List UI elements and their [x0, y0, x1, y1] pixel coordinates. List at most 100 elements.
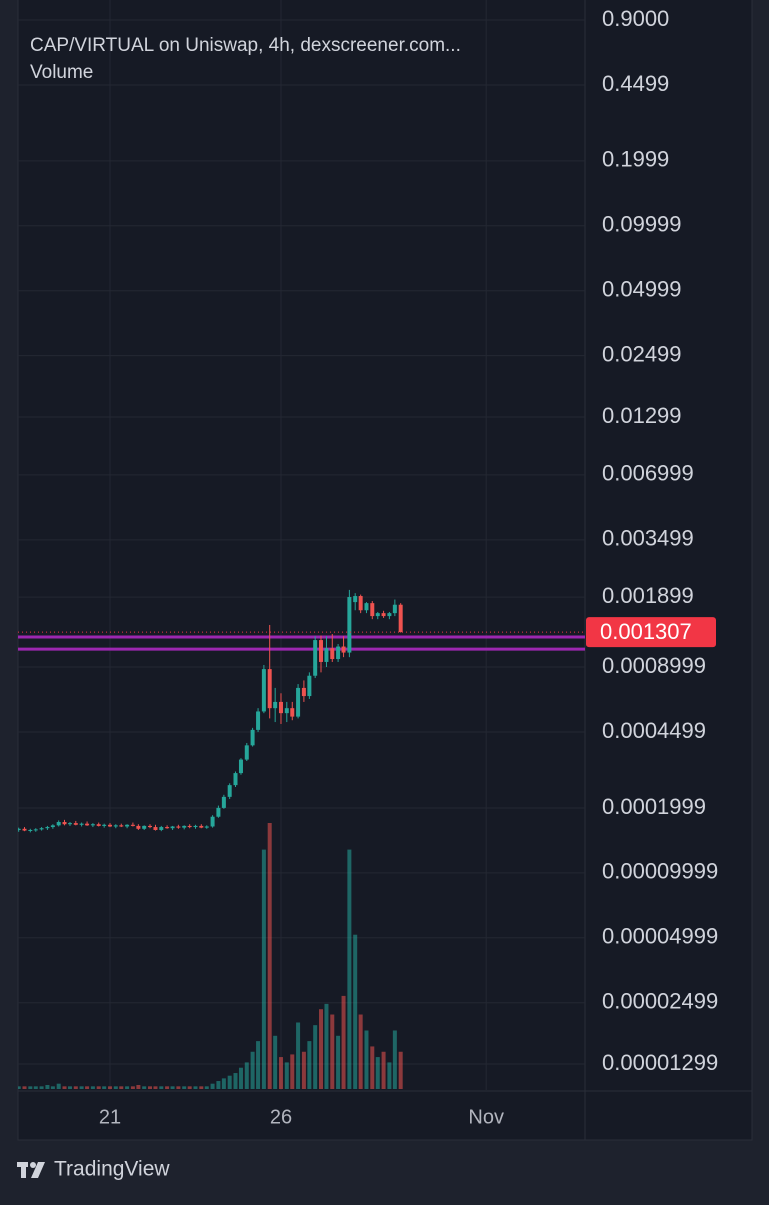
- volume-bar: [73, 1086, 78, 1089]
- volume-bar: [261, 849, 266, 1089]
- candle-body: [50, 825, 55, 828]
- y-tick-label: 0.001899: [602, 583, 694, 608]
- candle-body: [62, 822, 67, 825]
- volume-bar: [85, 1086, 90, 1089]
- candle-body: [256, 711, 261, 730]
- last-price-label: 0.001307: [600, 619, 692, 644]
- volume-bar: [341, 995, 346, 1089]
- candle-body: [250, 729, 255, 746]
- candle-body: [165, 827, 170, 829]
- y-tick-label: 0.00001299: [602, 1050, 718, 1075]
- candle-body: [267, 669, 272, 709]
- volume-bar: [216, 1081, 221, 1089]
- candle-body: [398, 604, 403, 633]
- candle-body: [33, 829, 38, 831]
- candle-body: [238, 759, 243, 774]
- candle-body: [73, 823, 78, 825]
- candle-body: [233, 773, 238, 786]
- axes: 0.9000 0.4499 0.1999 0.09999 0.04999 0.02499 0…: [99, 6, 718, 1128]
- volume-bar: [204, 1086, 209, 1089]
- volume-bar: [330, 1014, 335, 1089]
- volume-bar: [238, 1067, 243, 1089]
- y-tick-label: 0.003499: [602, 526, 694, 551]
- candle-body: [187, 825, 192, 828]
- candle-body: [324, 648, 329, 662]
- volume-bar: [398, 1051, 403, 1089]
- grid: [18, 0, 585, 1090]
- chart-panel: [17, 0, 753, 1141]
- candle-body: [85, 823, 90, 826]
- volume-bar: [125, 1086, 130, 1089]
- volume-bar: [170, 1086, 175, 1089]
- candle-body: [130, 824, 135, 826]
- candle-body: [193, 825, 198, 828]
- candle-body: [18, 828, 21, 830]
- candle-body: [318, 640, 323, 662]
- volume-bar: [301, 1051, 306, 1089]
- candle-body: [296, 687, 301, 717]
- candle-body: [290, 708, 295, 717]
- volume-bar: [18, 1086, 21, 1089]
- candle-body: [119, 825, 124, 827]
- brand-name: TradingView: [54, 1158, 170, 1181]
- volume-bar: [142, 1086, 147, 1089]
- volume-bar: [353, 934, 358, 1089]
- y-tick-label: 0.04999: [602, 277, 682, 302]
- volume-bar: [318, 1009, 323, 1089]
- volume-bar: [50, 1086, 55, 1089]
- candle-body: [375, 613, 380, 617]
- candle-body: [261, 669, 266, 712]
- candle-body: [336, 646, 341, 660]
- volume-bar: [244, 1062, 249, 1089]
- candle-body: [210, 816, 215, 827]
- volume-bar: [278, 1057, 283, 1089]
- volume-bar: [392, 1030, 397, 1089]
- candle-body: [307, 675, 312, 697]
- x-tick-label: 21: [99, 1106, 121, 1128]
- y-tick-label: 0.00009999: [602, 859, 718, 884]
- volume-bar: [119, 1086, 124, 1089]
- volume-bar: [148, 1086, 153, 1089]
- volume-bar: [22, 1086, 27, 1089]
- candle-body: [273, 701, 278, 709]
- y-tick-label: 0.0008999: [602, 653, 706, 678]
- y-tick-label: 0.00002499: [602, 989, 718, 1014]
- candle-body: [353, 596, 358, 603]
- candle-body: [22, 828, 27, 831]
- volume-bar: [364, 1030, 369, 1089]
- candle-body: [387, 613, 392, 617]
- x-tick-label: 26: [270, 1106, 292, 1128]
- volume-bar: [233, 1073, 238, 1089]
- volume-bar: [199, 1086, 204, 1089]
- candle-body: [125, 824, 130, 827]
- volume-bar: [193, 1086, 198, 1089]
- brand-logo: [17, 1162, 45, 1178]
- candle-body: [148, 825, 153, 828]
- candle-body: [45, 827, 50, 829]
- volume-bar: [313, 1025, 318, 1089]
- volume-bar: [182, 1086, 187, 1089]
- candle-body: [358, 596, 363, 611]
- volume-bar: [336, 1035, 341, 1089]
- candle-body: [102, 824, 107, 826]
- candle-body: [370, 603, 375, 617]
- volume-bar: [107, 1086, 112, 1089]
- volume-bar: [273, 1035, 278, 1089]
- candle-body: [341, 646, 346, 653]
- volume-bar: [290, 1054, 295, 1089]
- volume-bar: [130, 1086, 135, 1089]
- y-tick-label: 0.01299: [602, 403, 682, 428]
- candle-body: [170, 826, 175, 829]
- volume-bar: [370, 1046, 375, 1089]
- y-tick-label: 0.00004999: [602, 924, 718, 949]
- candle-body: [216, 807, 221, 817]
- y-tick-label: 0.0001999: [602, 794, 706, 819]
- candle-body: [136, 825, 141, 829]
- volume-bar: [39, 1086, 44, 1089]
- candle-body: [199, 825, 204, 828]
- candle-body: [330, 648, 335, 660]
- chart-subtitle: Volume: [30, 62, 93, 83]
- candle-body: [67, 823, 72, 825]
- candle-body: [381, 613, 386, 617]
